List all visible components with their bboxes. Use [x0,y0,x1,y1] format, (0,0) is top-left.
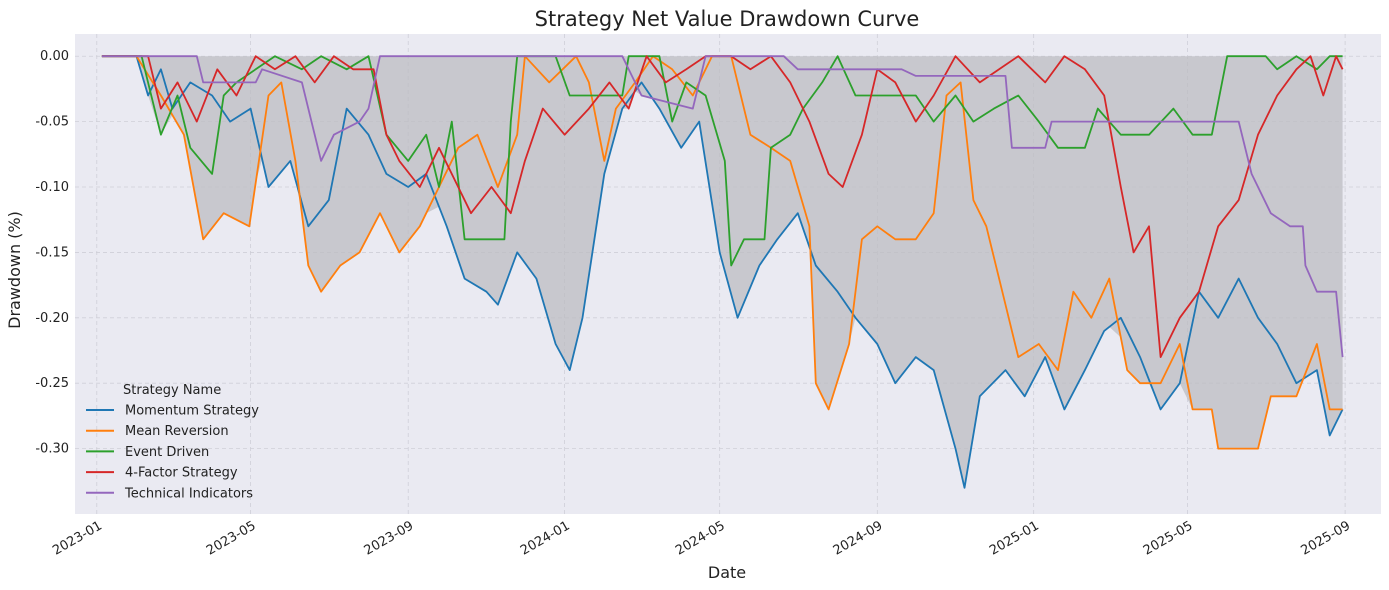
legend-label-mean-reversion: Mean Reversion [125,424,229,439]
y-tick-label: -0.10 [35,180,69,195]
x-tick-label: 2024-09 [831,518,886,558]
x-tick-label: 2023-05 [204,518,259,558]
legend-label-momentum-strategy: Momentum Strategy [125,404,259,419]
legend-title: Strategy Name [123,383,221,398]
x-tick-label: 2024-05 [673,518,728,558]
x-axis-ticks: 2023-01 2023-05 2023-09 2024-01 2024-05 2024-… [50,518,1353,558]
x-tick-label: 2025-05 [1141,518,1196,558]
y-tick-label: 0.00 [40,49,69,64]
y-tick-label: -0.15 [35,245,69,260]
y-tick-label: -0.25 [35,376,69,391]
legend-label-technical-indicators: Technical Indicators [124,486,253,501]
x-tick-label: 2023-01 [50,518,105,558]
x-tick-label: 2023-09 [362,518,417,558]
y-axis-ticks: 0.00 -0.05 -0.10 -0.15 -0.20 -0.25 -0.30 [35,49,69,456]
y-axis-label: Drawdown (%) [5,211,24,329]
x-axis-label: Date [708,563,746,582]
x-tick-label: 2025-01 [987,518,1042,558]
series-line-event-driven [101,55,1343,267]
legend-label-event-driven: Event Driven [125,445,209,460]
series-line-mean-reversion [101,55,1343,450]
legend: Strategy Name Momentum Strategy Mean Reve… [86,383,259,501]
x-tick-label: 2025-09 [1299,518,1354,558]
legend-label-4-factor-strategy: 4-Factor Strategy [125,466,238,481]
chart-title: Strategy Net Value Drawdown Curve [535,7,920,31]
series-lines [101,55,1344,489]
y-tick-label: -0.05 [35,115,69,130]
y-tick-label: -0.20 [35,311,69,326]
series-line-4-factor-strategy [101,55,1344,358]
series-line-momentum-strategy [101,55,1344,489]
y-tick-label: -0.30 [35,442,69,457]
x-tick-label: 2024-01 [518,518,573,558]
series-line-technical-indicators [101,55,1344,358]
